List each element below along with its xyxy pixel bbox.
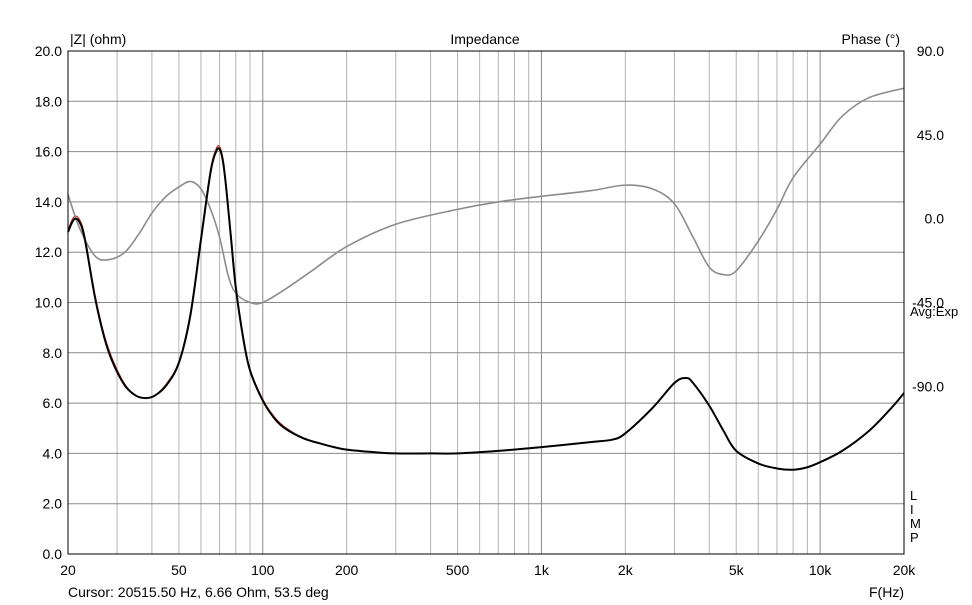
- y-left-tick-label: 0.0: [43, 546, 63, 562]
- y-left-tick-label: 14.0: [35, 194, 62, 210]
- y-left-tick-label: 18.0: [35, 93, 62, 109]
- x-tick-label: 50: [171, 562, 187, 578]
- x-tick-label: 2k: [618, 562, 634, 578]
- side-letter: P: [910, 530, 919, 545]
- x-axis-label: F(Hz): [869, 584, 904, 600]
- y-left-axis-ticks: 0.0 2.0 4.0 6.0 8.0 10.0 12.0 14.0 16.0 18.0 20.0: [35, 43, 62, 562]
- y-left-axis-label: |Z| (ohm): [70, 31, 126, 47]
- impedance-curve: [67, 147, 905, 471]
- y-right-tick-label: -90.0: [912, 378, 944, 394]
- y-left-tick-label: 16.0: [35, 144, 62, 160]
- cursor-readout: Cursor: 20515.50 Hz, 6.66 Ohm, 53.5 deg: [68, 584, 329, 600]
- phase-curve: [67, 87, 905, 305]
- y-left-tick-label: 2.0: [43, 496, 63, 512]
- x-tick-label: 20: [60, 562, 76, 578]
- y-left-tick-label: 12.0: [35, 244, 62, 260]
- y-left-tick-label: 8.0: [43, 345, 63, 361]
- side-letter: I: [910, 502, 914, 517]
- y-right-tick-label: 45.0: [917, 127, 944, 143]
- y-left-tick-label: 10.0: [35, 295, 62, 311]
- side-letter: M: [910, 516, 921, 531]
- y-left-tick-label: 20.0: [35, 43, 62, 59]
- y-right-tick-label: 0.0: [925, 211, 945, 227]
- x-tick-label: 100: [251, 562, 275, 578]
- avg-label: Avg:Exp: [910, 304, 958, 319]
- x-axis-ticks: 20 50 100 200 500 1k 2k 5k 10k 20k: [60, 562, 916, 578]
- y-left-tick-label: 4.0: [43, 445, 63, 461]
- x-tick-label: 5k: [729, 562, 745, 578]
- x-tick-label: 10k: [809, 562, 833, 578]
- series-group: [67, 87, 905, 471]
- y-left-tick-label: 6.0: [43, 395, 63, 411]
- side-letter: L: [910, 488, 917, 503]
- plot-frame: [67, 50, 905, 555]
- x-tick-label: 1k: [534, 562, 550, 578]
- chart-title: Impedance: [450, 31, 519, 47]
- y-right-axis-ticks: 90.0 45.0 0.0 -45.0 -90.0: [912, 43, 944, 394]
- y-right-tick-label: -45.0: [912, 295, 944, 311]
- grid: [68, 51, 904, 554]
- y-right-tick-label: 90.0: [917, 43, 944, 59]
- x-tick-label: 200: [335, 562, 359, 578]
- x-tick-label: 20k: [893, 562, 917, 578]
- y-right-axis-label: Phase (°): [841, 31, 900, 47]
- x-tick-label: 500: [446, 562, 470, 578]
